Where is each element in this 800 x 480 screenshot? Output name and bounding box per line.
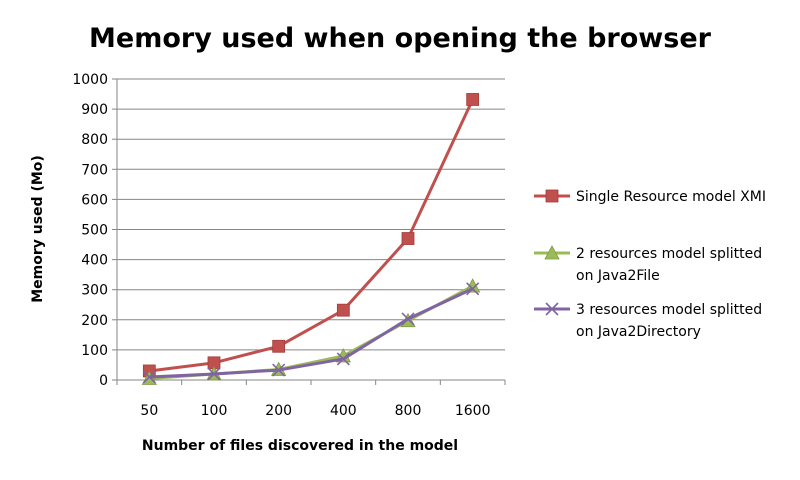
legend: Single Resource model XMI 2 resources mod… (534, 189, 766, 340)
x-marker-stroke (336, 352, 350, 366)
data-point-series-1 (336, 303, 350, 317)
x-marker-stroke (142, 370, 156, 384)
y-tick-label: 200 (81, 313, 108, 329)
x-tick-label: 50 (140, 403, 158, 419)
x-axis-title: Number of files discovered in the model (142, 438, 458, 454)
x-marker-stroke (401, 312, 415, 326)
y-tick-label: 500 (81, 223, 108, 239)
y-tick-label: 0 (99, 373, 108, 389)
y-tick-label: 600 (81, 192, 108, 208)
x-tick-label: 400 (330, 403, 357, 419)
data-point-series-3 (466, 282, 480, 296)
data-point-series-3 (336, 352, 350, 366)
y-tick-label: 800 (81, 132, 108, 148)
x-tick-label: 200 (265, 403, 292, 419)
legend-label: Single Resource model XMI (576, 189, 766, 205)
legend-label: on Java2File (576, 268, 660, 284)
data-point-series-1 (466, 93, 480, 106)
series-line-3 (149, 287, 474, 379)
y-tick-label: 300 (81, 283, 108, 299)
legend-item-1: Single Resource model XMI (534, 189, 766, 205)
data-point-series-3 (207, 367, 221, 381)
y-tick-label: 100 (81, 343, 108, 359)
y-axis-title: Memory used (Mo) (30, 155, 46, 303)
data-point-series-1 (401, 232, 415, 245)
x-tick-label: 1600 (455, 403, 491, 419)
legend-item-3: 3 resources model splitted on Java2Direct… (534, 302, 762, 340)
legend-label: 2 resources model splitted (576, 246, 762, 262)
x-marker-stroke (207, 367, 221, 381)
x-tick-label: 800 (395, 403, 422, 419)
data-point-series-3 (272, 363, 286, 377)
data-point-series-3 (401, 312, 415, 326)
plot-area: 0 100 200 300 400 500 600 700 800 900 1000 50 100 200… (72, 72, 506, 419)
chart-title: Memory used when opening the browser (89, 23, 712, 54)
y-tick-label: 900 (81, 102, 108, 118)
legend-marker (545, 302, 559, 316)
data-point-series-3 (142, 370, 156, 384)
data-point-series-1 (272, 339, 286, 353)
legend-item-2: 2 resources model splitted on Java2File (534, 245, 762, 284)
x-marker-stroke (545, 302, 559, 316)
legend-label: on Java2Directory (576, 324, 701, 340)
y-tick-label: 700 (81, 162, 108, 178)
legend-marker (545, 189, 559, 203)
y-tick-label: 1000 (72, 72, 108, 88)
x-marker-stroke (272, 363, 286, 377)
y-tick-label: 400 (81, 253, 108, 269)
legend-marker (544, 245, 560, 260)
x-tick-label: 100 (201, 403, 228, 419)
series-line-1 (149, 98, 475, 373)
legend-label: 3 resources model splitted (576, 302, 762, 318)
x-marker-stroke (466, 282, 480, 296)
